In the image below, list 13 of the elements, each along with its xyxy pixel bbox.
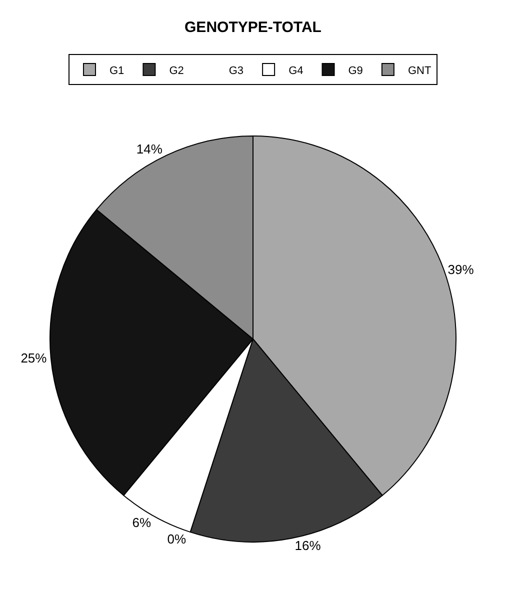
data-label: 14% (136, 142, 163, 157)
legend-label: G9 (348, 64, 363, 77)
legend-label: G2 (169, 64, 184, 77)
chart-title: GENOTYPE-TOTAL (184, 18, 322, 36)
legend-label: G1 (110, 64, 124, 77)
category-label: G3 (228, 64, 244, 77)
data-label: 6% (132, 515, 152, 530)
data-label: 39% (448, 262, 474, 277)
text: 0% (167, 531, 186, 546)
data-label: 25% (20, 350, 48, 366)
legend-label: G4 (288, 64, 304, 77)
legend-label: GNT (408, 64, 432, 77)
data-label: 16% (294, 538, 322, 554)
